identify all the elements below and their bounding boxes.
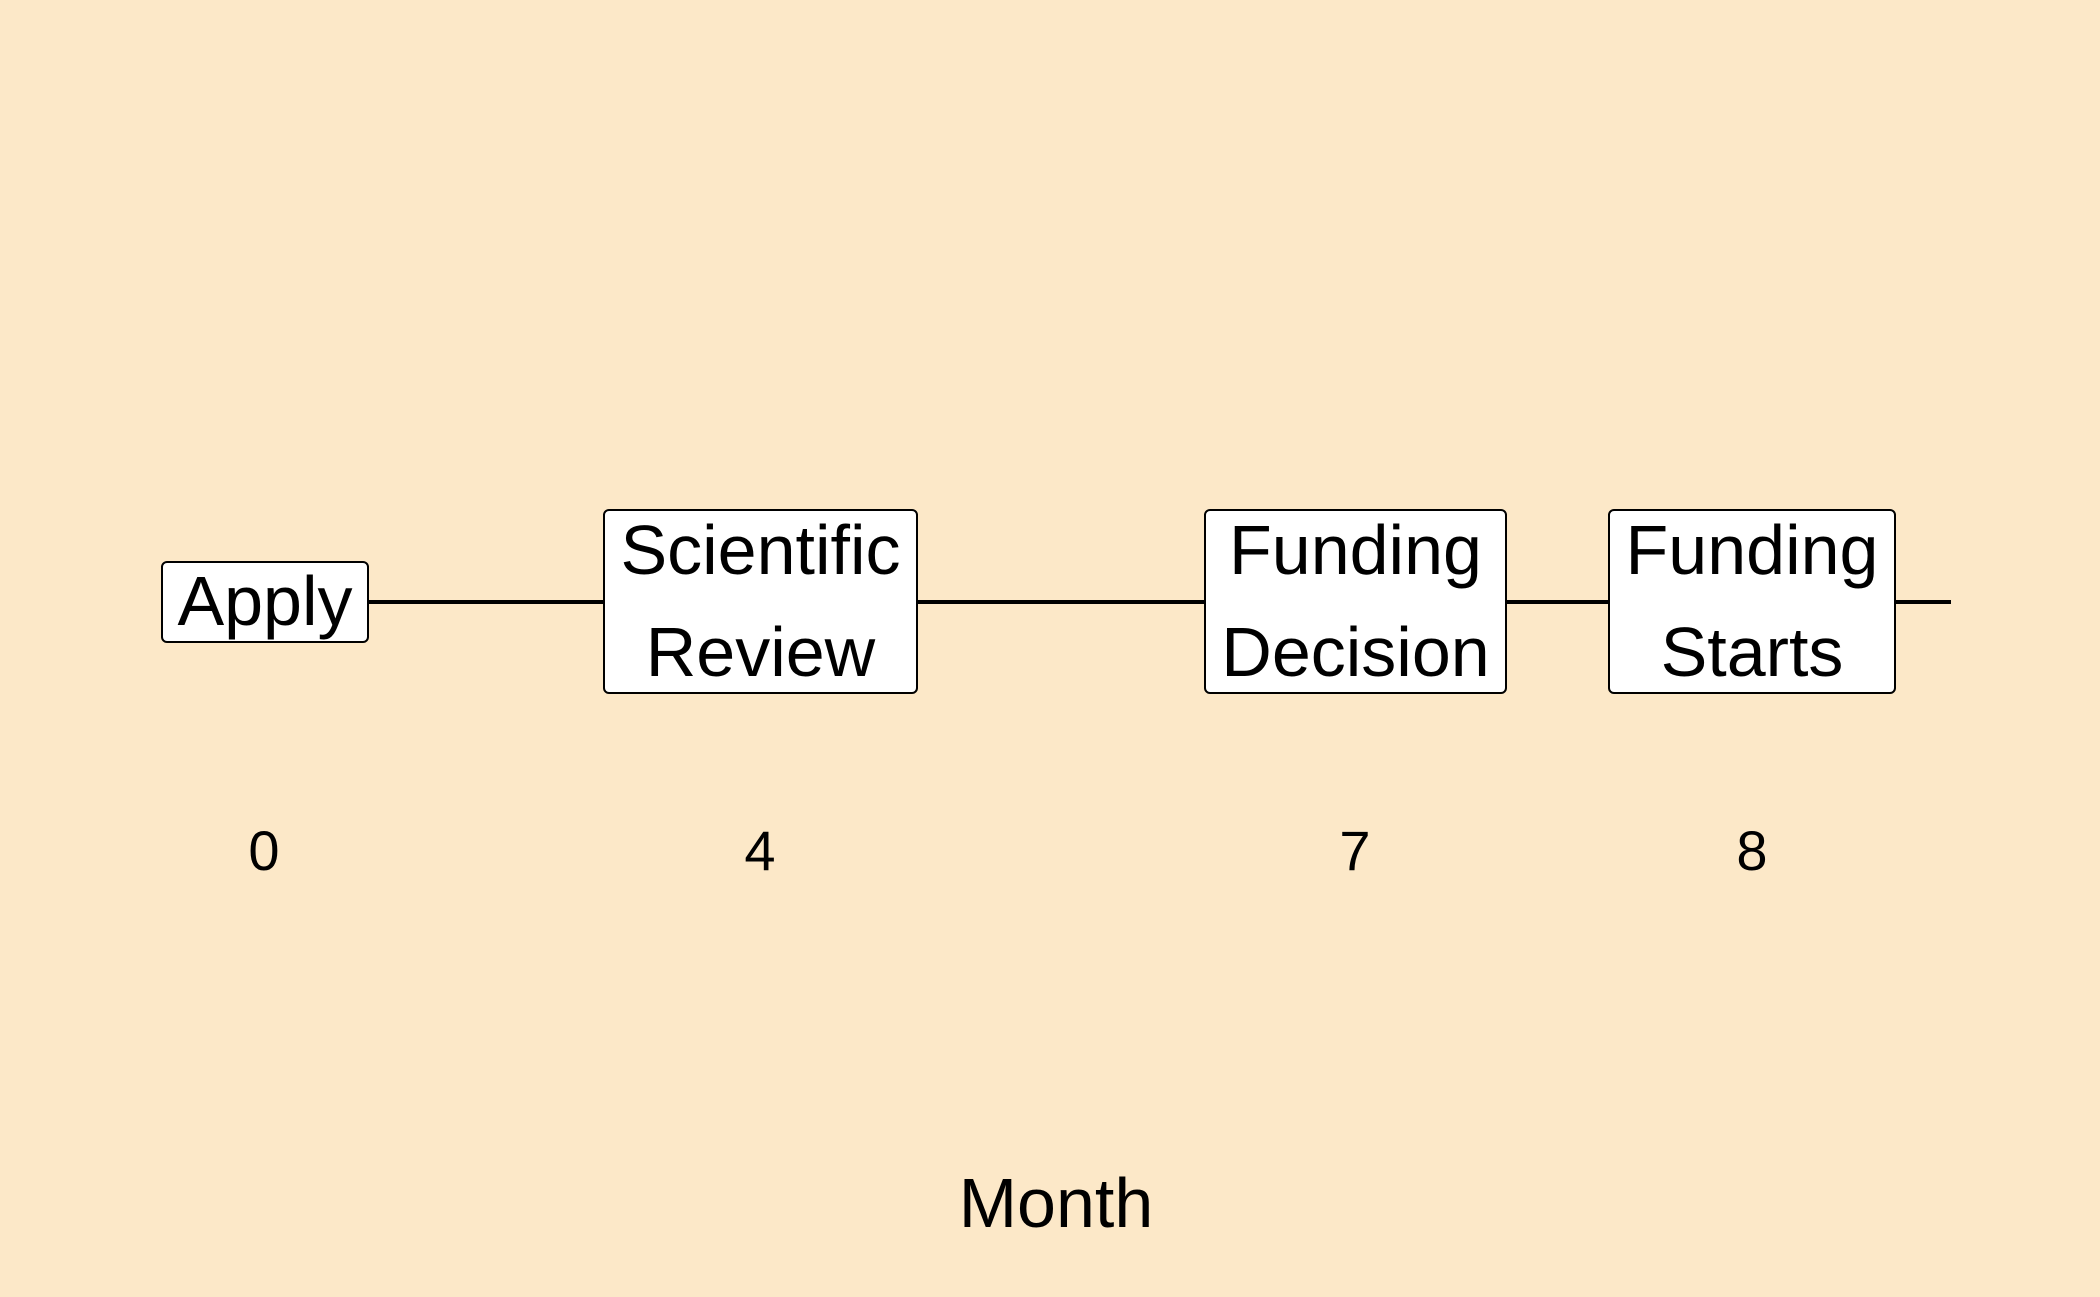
milestone-funding-decision: Funding Decision	[1204, 509, 1507, 694]
tick-label-month-7: 7	[1339, 819, 1371, 882]
x-axis-label: Month	[958, 1164, 1154, 1242]
tick-label-month-4: 4	[744, 819, 776, 882]
milestone-apply: Apply	[161, 561, 369, 643]
timeline-axis-line	[264, 600, 1951, 604]
milestone-funding-starts: Funding Starts	[1608, 509, 1896, 694]
tick-label-month-8: 8	[1736, 819, 1768, 882]
tick-label-month-0: 0	[248, 819, 280, 882]
milestone-scientific-review: Scientific Review	[603, 509, 918, 694]
